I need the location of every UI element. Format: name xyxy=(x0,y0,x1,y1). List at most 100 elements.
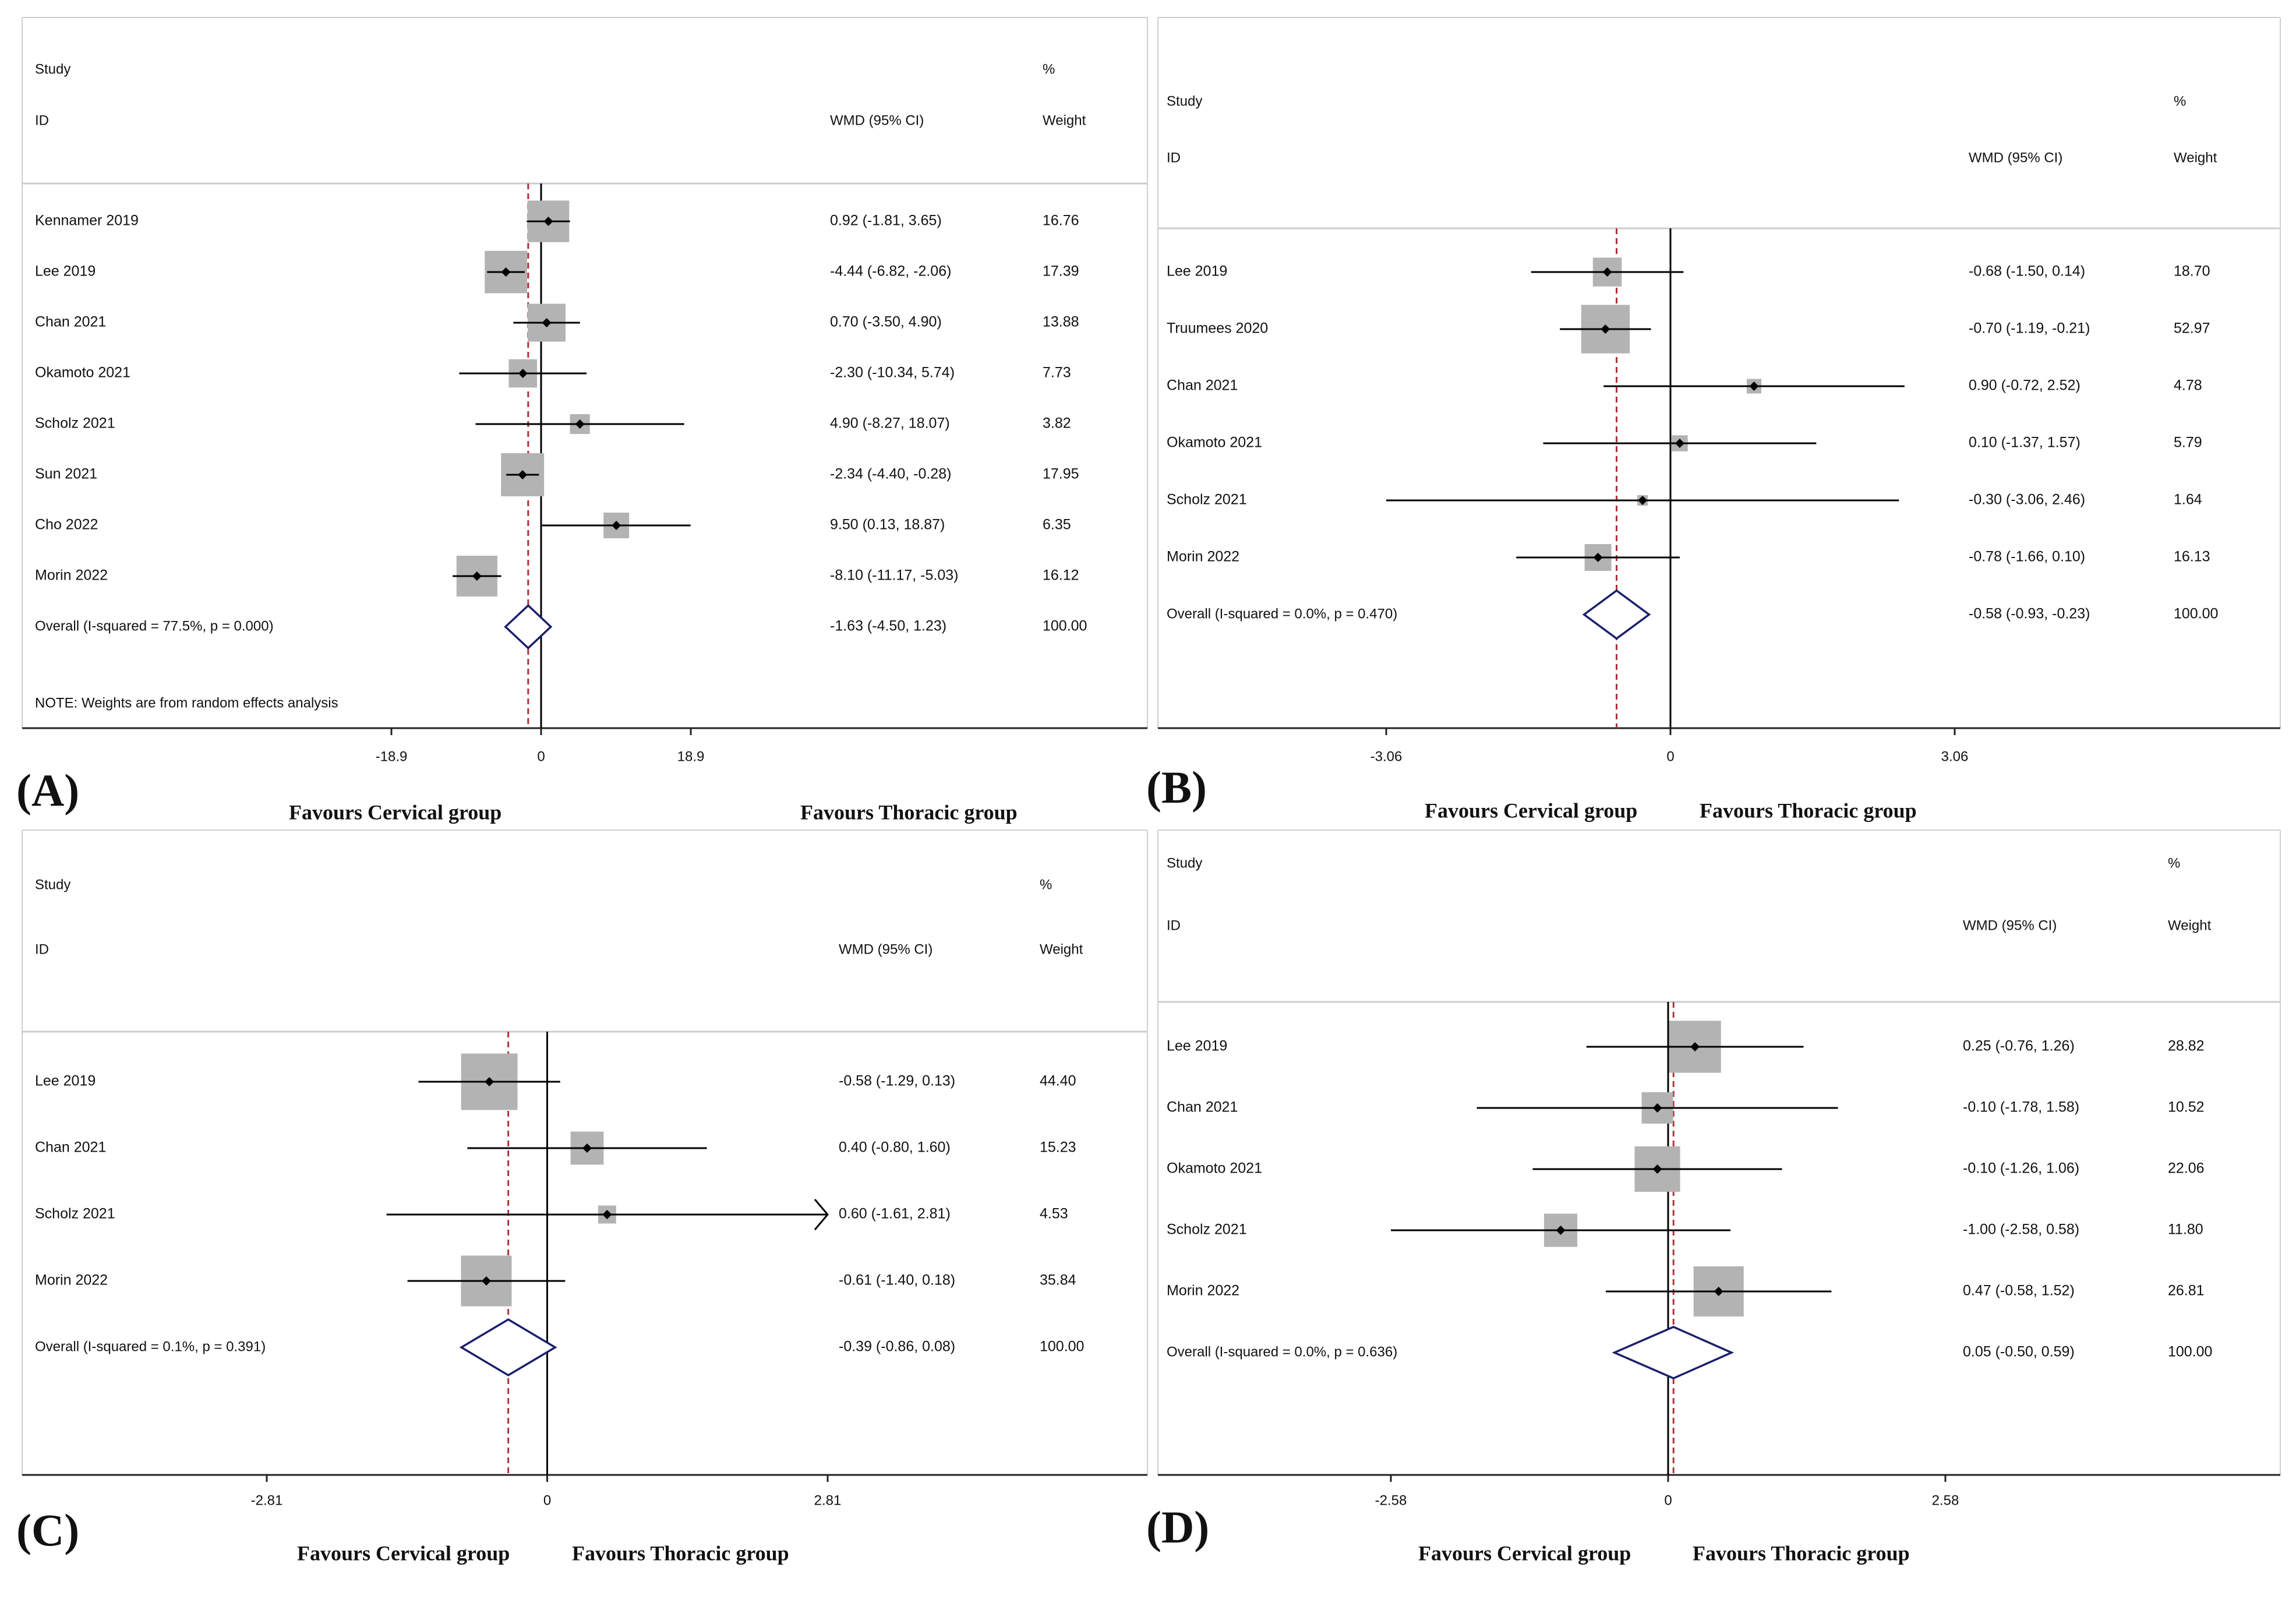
overall-diamond xyxy=(1612,1325,1735,1380)
study-point-estimate xyxy=(472,571,482,581)
header-effect: WMD (95% CI) xyxy=(839,941,932,957)
study-label: Morin 2022 xyxy=(1167,549,1239,565)
study-ci-text: 0.40 (-0.80, 1.60) xyxy=(839,1139,951,1156)
study-point-estimate xyxy=(1714,1287,1723,1296)
forest-panel-a: Study ID WMD (95% CI)% Weight -18.9 0 18.9 Kenn… xyxy=(16,17,1148,824)
favours-left-label: Favours Cervical group xyxy=(1418,1541,1631,1565)
overall-diamond xyxy=(504,604,553,650)
panel-label: (B) xyxy=(1146,762,1207,813)
study-point-estimate xyxy=(1593,553,1603,562)
study-point-estimate xyxy=(1652,1103,1662,1113)
header-id: ID xyxy=(35,941,49,957)
study-weight: 16.12 xyxy=(1043,567,1079,584)
study-ci-text: -0.10 (-1.26, 1.06) xyxy=(1963,1160,2079,1177)
study-weight: 1.64 xyxy=(2174,492,2202,508)
study-point-estimate xyxy=(518,369,528,378)
study-weight: 4.53 xyxy=(1040,1206,1068,1222)
study-label: Scholz 2021 xyxy=(35,415,115,432)
study-ci-text: 0.10 (-1.37, 1.57) xyxy=(1969,435,2080,451)
header-id: ID xyxy=(1167,917,1181,933)
overall-label: Overall (I-squared = 77.5%, p = 0.000) xyxy=(35,618,274,634)
study-ci-text: 0.90 (-0.72, 2.52) xyxy=(1969,377,2080,394)
x-tick-label: 0 xyxy=(1664,1492,1672,1508)
favours-left-label: Favours Cervical group xyxy=(297,1541,510,1565)
study-point-estimate xyxy=(1675,439,1684,448)
study-weight: 18.70 xyxy=(2174,263,2210,280)
study-ci-text: -4.44 (-6.82, -2.06) xyxy=(830,263,951,280)
study-ci-text: 4.90 (-8.27, 18.07) xyxy=(830,415,950,432)
study-point-estimate xyxy=(575,419,585,429)
study-ci-text: -0.78 (-1.66, 0.10) xyxy=(1969,549,2085,565)
header-percent: % xyxy=(1040,877,1052,892)
study-label: Lee 2019 xyxy=(35,263,96,280)
header-id: ID xyxy=(1167,150,1181,165)
study-ci-arrow xyxy=(814,1199,829,1230)
overall-ci-text: 0.05 (-0.50, 0.59) xyxy=(1963,1344,2075,1360)
overall-weight: 100.00 xyxy=(2174,606,2218,622)
x-tick-label: 18.9 xyxy=(677,749,705,764)
favours-right-label: Favours Thoracic group xyxy=(800,800,1018,824)
study-label: Scholz 2021 xyxy=(35,1206,115,1222)
overall-diamond xyxy=(459,1318,557,1376)
overall-label: Overall (I-squared = 0.0%, p = 0.470) xyxy=(1167,606,1397,622)
study-weight: 52.97 xyxy=(2174,320,2210,337)
study-weight: 16.13 xyxy=(2174,549,2210,565)
study-weight: 15.23 xyxy=(1040,1139,1076,1156)
study-weight: 7.73 xyxy=(1043,365,1071,381)
header-percent: % xyxy=(2168,855,2180,871)
study-weight: 35.84 xyxy=(1040,1272,1076,1289)
study-label: Lee 2019 xyxy=(1167,1038,1227,1054)
study-point-estimate xyxy=(518,470,528,479)
overall-ci-text: -0.39 (-0.86, 0.08) xyxy=(839,1339,955,1355)
favours-left-label: Favours Cervical group xyxy=(1425,799,1637,822)
study-label: Chan 2021 xyxy=(1167,377,1238,394)
study-weight: 11.80 xyxy=(2168,1222,2203,1238)
study-weight: 13.88 xyxy=(1043,314,1079,330)
forest-panel-d: Study ID WMD (95% CI)% Weight -2.58 0 2.58 Lee … xyxy=(1146,829,2281,1565)
overall-label: Overall (I-squared = 0.1%, p = 0.391) xyxy=(35,1339,266,1354)
study-point-estimate xyxy=(1749,382,1759,391)
study-weight: 17.39 xyxy=(1043,263,1079,280)
study-point-estimate xyxy=(481,1276,491,1286)
header-study: Study xyxy=(1167,855,1202,871)
study-point-estimate xyxy=(542,318,552,327)
study-ci-text: 0.70 (-3.50, 4.90) xyxy=(830,314,942,330)
x-tick-label: 2.58 xyxy=(1932,1492,1959,1508)
study-ci-text: -2.30 (-10.34, 5.74) xyxy=(830,365,955,381)
header-id: ID xyxy=(35,112,49,128)
study-label: Morin 2022 xyxy=(1167,1283,1239,1299)
study-label: Cho 2022 xyxy=(35,517,98,533)
header-effect: WMD (95% CI) xyxy=(1963,917,2057,933)
study-label: Lee 2019 xyxy=(35,1073,96,1089)
header-effect: WMD (95% CI) xyxy=(1969,150,2062,165)
study-point-estimate xyxy=(602,1210,612,1219)
study-ci-text: 0.25 (-0.76, 1.26) xyxy=(1963,1038,2075,1054)
study-ci-text: -8.10 (-11.17, -5.03) xyxy=(830,567,958,584)
study-ci-text: -0.70 (-1.19, -0.21) xyxy=(1969,320,2090,337)
study-label: Morin 2022 xyxy=(35,1272,108,1289)
study-label: Chan 2021 xyxy=(35,1139,106,1156)
study-ci-text: -0.58 (-1.29, 0.13) xyxy=(839,1073,955,1089)
study-weight: 22.06 xyxy=(2168,1160,2205,1177)
panel-label: (D) xyxy=(1146,1502,1209,1552)
study-label: Scholz 2021 xyxy=(1167,492,1247,508)
study-label: Morin 2022 xyxy=(35,567,108,584)
favours-right-label: Favours Thoracic group xyxy=(572,1541,789,1565)
panel-label: (C) xyxy=(16,1505,79,1555)
study-label: Okamoto 2021 xyxy=(1167,435,1262,451)
study-weight: 44.40 xyxy=(1040,1073,1076,1089)
study-ci-text: 0.47 (-0.58, 1.52) xyxy=(1963,1283,2075,1299)
x-tick-label: 3.06 xyxy=(1941,749,1969,764)
x-tick-label: -18.9 xyxy=(376,749,408,764)
study-ci-text: -2.34 (-4.40, -0.28) xyxy=(830,466,951,482)
overall-label: Overall (I-squared = 0.0%, p = 0.636) xyxy=(1167,1344,1397,1360)
overall-ci-text: -1.63 (-4.50, 1.23) xyxy=(830,618,946,634)
study-label: Chan 2021 xyxy=(1167,1099,1238,1116)
header-study: Study xyxy=(35,61,70,77)
study-ci-text: -0.61 (-1.40, 0.18) xyxy=(839,1272,955,1289)
study-weight: 5.79 xyxy=(2174,435,2202,451)
header-weight: Weight xyxy=(1043,112,1086,128)
x-tick-label: 0 xyxy=(1666,749,1674,764)
study-point-estimate xyxy=(1602,267,1612,277)
x-tick-label: -2.81 xyxy=(251,1492,283,1508)
